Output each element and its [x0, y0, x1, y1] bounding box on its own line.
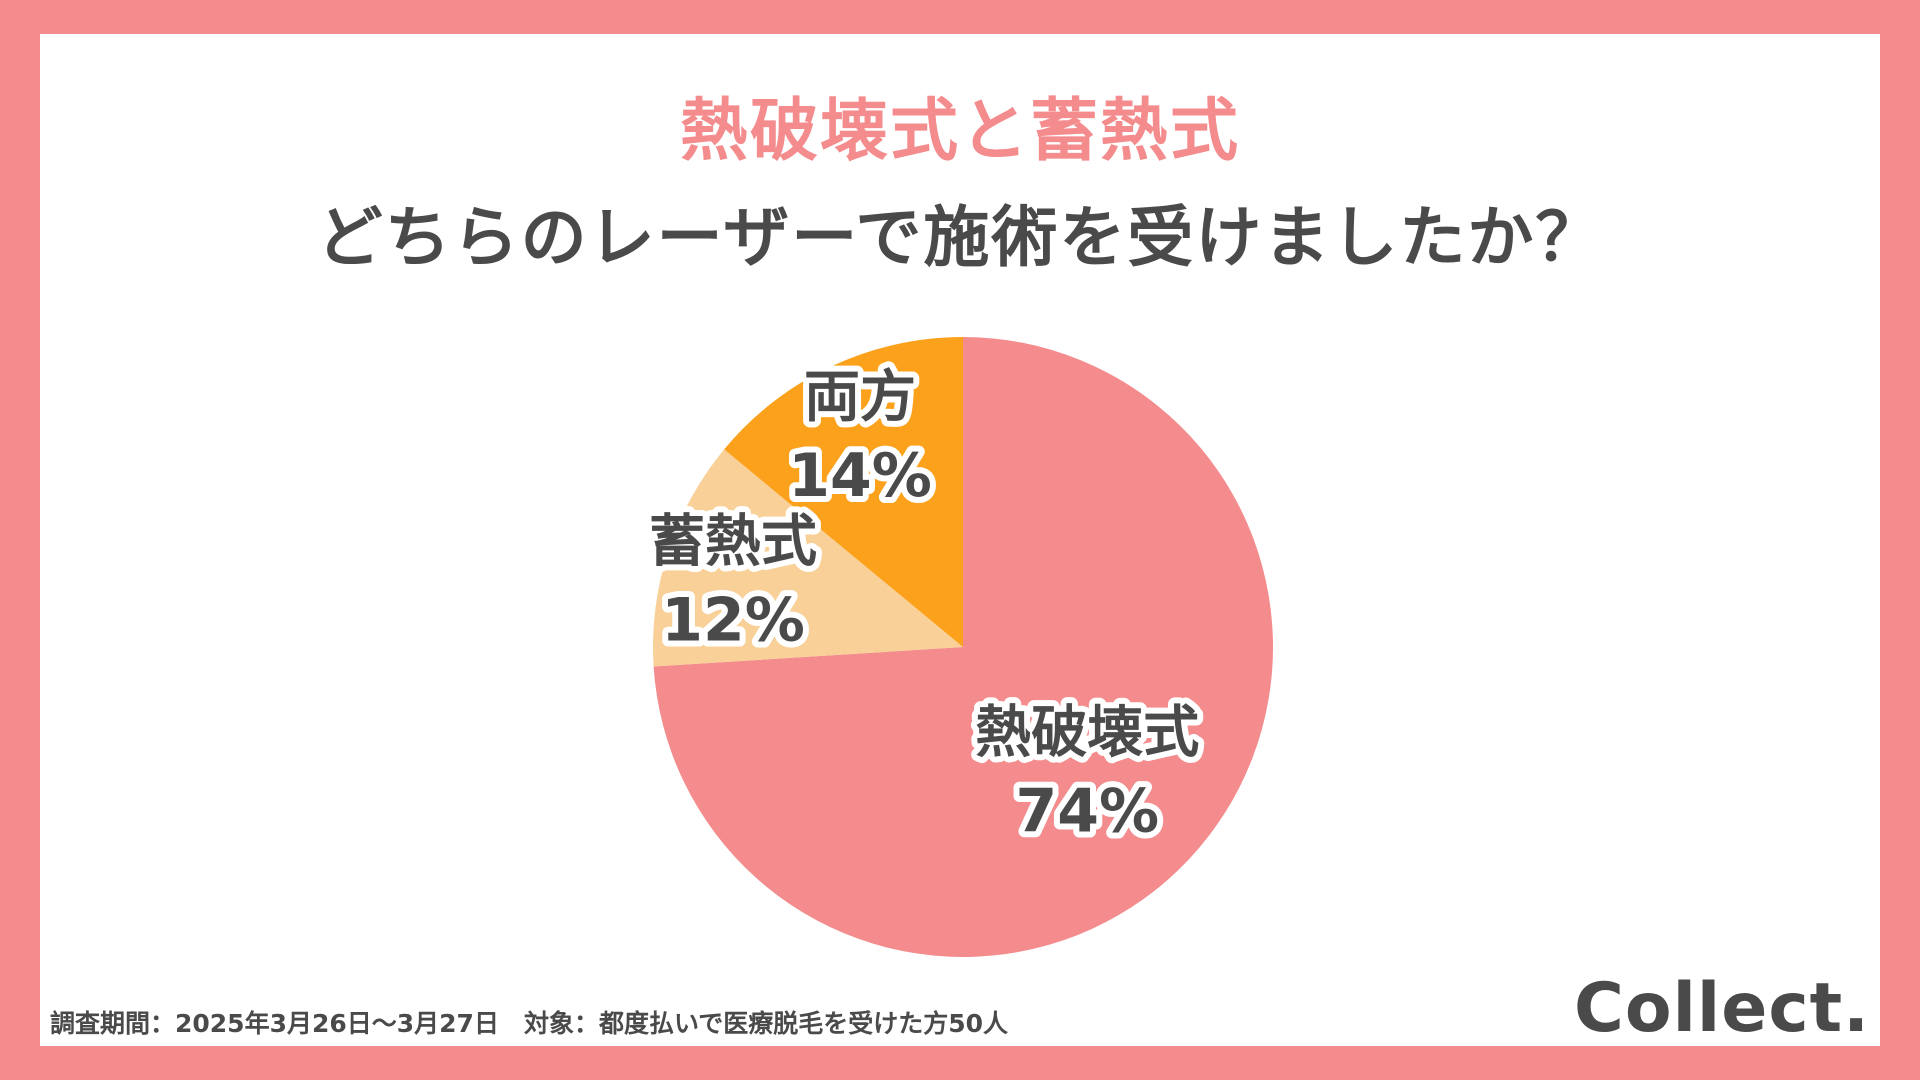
- pie-slice-1: [653, 337, 1273, 958]
- survey-note: 調査期間：2025年3月26日〜3月27日 対象：都度払いで医療脱毛を受けた方5…: [50, 1009, 1008, 1038]
- chart-title-question: どちらのレーザーで施術を受けましたか？: [316, 199, 1604, 276]
- pie-slice-2: [653, 449, 963, 667]
- chart-title-accent: 熱破壊式と蓄熱式: [679, 92, 1240, 171]
- pie-label-category-1: 熱破壊式: [975, 701, 1199, 766]
- pie-slices: [653, 337, 1273, 958]
- pie-label-category-2: 蓄熱式: [649, 509, 817, 574]
- pie-label-percent-1: 74%: [1015, 777, 1159, 847]
- pie-slice-3: [724, 337, 963, 647]
- pie-labels: 熱破壊式 74% 蓄熱式 12% 両方 14%: [643, 359, 1205, 853]
- pie-label-category-3: 両方: [804, 365, 916, 430]
- brand-logo: Collect.: [1573, 969, 1870, 1048]
- pie-label-percent-2: 12%: [661, 585, 805, 655]
- pie-label-percent-3: 14%: [788, 441, 932, 511]
